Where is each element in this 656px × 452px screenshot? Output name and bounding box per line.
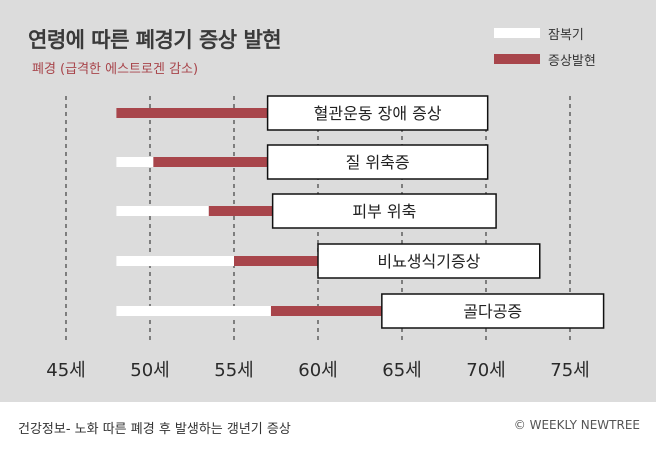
category-label: 질 위축증 bbox=[346, 153, 410, 172]
category-label: 골다공증 bbox=[463, 302, 522, 321]
onset-bar bbox=[234, 256, 318, 266]
latent-bar bbox=[116, 157, 154, 167]
category-label: 혈관운동 장애 증상 bbox=[314, 104, 442, 123]
category-label: 비뇨생식기증상 bbox=[377, 252, 480, 271]
category-box bbox=[317, 243, 541, 279]
onset-bar bbox=[153, 157, 268, 167]
latent-bar bbox=[116, 306, 271, 316]
legend-item-onset: 증상발현 bbox=[494, 50, 596, 69]
x-tick-label: 45세 bbox=[46, 360, 85, 381]
onset-bar bbox=[116, 108, 268, 118]
latent-bar bbox=[116, 256, 234, 266]
footer-copyright: © WEEKLY NEWTREE bbox=[513, 418, 640, 432]
x-tick-label: 60세 bbox=[298, 360, 337, 381]
footer-caption: 건강정보- 노화 따른 폐경 후 발생하는 갱년기 증상 bbox=[18, 422, 291, 437]
legend-swatch-onset bbox=[494, 54, 540, 64]
x-tick-label: 70세 bbox=[466, 360, 505, 381]
footer: 건강정보- 노화 따른 폐경 후 발생하는 갱년기 증상 © WEEKLY NE… bbox=[0, 402, 656, 452]
x-tick-label: 55세 bbox=[214, 360, 253, 381]
onset-bar bbox=[270, 306, 382, 316]
x-tick-label: 75세 bbox=[550, 360, 589, 381]
latent-bar bbox=[116, 206, 209, 216]
category-box bbox=[266, 95, 489, 131]
category-box bbox=[271, 193, 497, 229]
category-box bbox=[266, 144, 489, 180]
category-box bbox=[381, 293, 605, 329]
legend-item-latent: 잠복기 bbox=[494, 24, 584, 43]
onset-bar bbox=[208, 206, 273, 216]
legend-label-latent: 잠복기 bbox=[548, 27, 584, 43]
x-tick-label: 65세 bbox=[382, 360, 421, 381]
legend-swatch-latent bbox=[494, 28, 540, 38]
x-tick-label: 50세 bbox=[130, 360, 169, 381]
category-label: 피부 위축 bbox=[352, 202, 416, 221]
chart-subtitle: 폐경 (급격한 에스트로겐 감소) bbox=[32, 62, 199, 77]
chart-title: 연령에 따른 폐경기 증상 발현 bbox=[28, 28, 282, 52]
legend-label-onset: 증상발현 bbox=[548, 53, 596, 69]
